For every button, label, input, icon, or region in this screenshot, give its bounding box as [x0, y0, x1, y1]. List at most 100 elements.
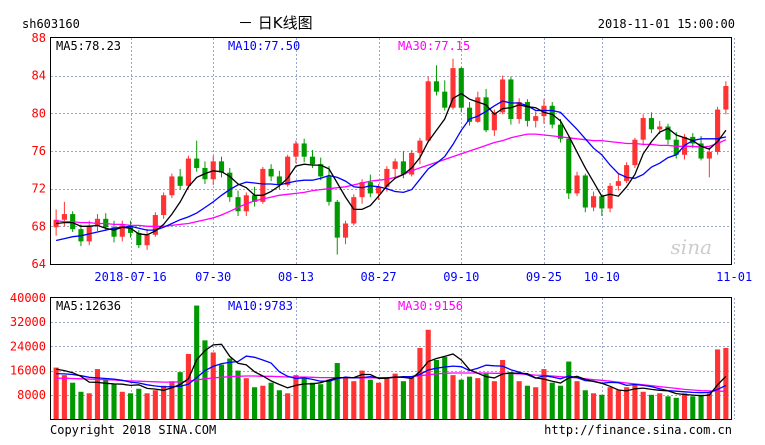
candle-body	[194, 158, 200, 168]
candle-body	[61, 214, 67, 220]
volume-bar	[194, 305, 200, 419]
volume-bar	[359, 370, 365, 419]
candle-body	[442, 91, 448, 108]
volume-bar	[227, 358, 233, 419]
volume-bar	[169, 381, 175, 419]
volume-panel-frame	[50, 297, 732, 420]
candle-body	[400, 161, 406, 175]
candle-body	[508, 79, 514, 119]
volume-bar	[400, 381, 406, 419]
candle-body	[591, 196, 597, 208]
candle-body	[524, 102, 530, 121]
volume-bar	[127, 393, 134, 419]
volume-bar	[516, 381, 522, 419]
x-tick-label: 07-30	[195, 270, 231, 284]
candle-body	[500, 79, 506, 113]
candle-body	[491, 112, 497, 131]
volume-bar	[409, 376, 415, 419]
volume-bar	[541, 369, 547, 419]
volume-bar	[392, 373, 398, 419]
candle-body	[557, 124, 564, 139]
volume-bar	[624, 387, 630, 419]
volume-ma30-legend: MA30:9156	[398, 299, 463, 313]
volume-bar	[466, 376, 473, 419]
volume-bar	[607, 387, 613, 419]
volume-bar	[367, 379, 373, 419]
volume-y-tick-label: 24000	[10, 339, 46, 353]
candle-body	[723, 86, 729, 110]
candle-body	[367, 182, 373, 194]
candle-body	[177, 176, 183, 186]
volume-bar	[698, 394, 704, 419]
volume-bar	[161, 385, 167, 419]
volume-bar	[533, 387, 539, 419]
x-tick-label: 2018-07-16	[94, 270, 166, 284]
x-tick-label: 09-25	[526, 270, 562, 284]
volume-bar	[293, 375, 299, 419]
price-y-tick-label: 72	[32, 182, 46, 196]
candle-body	[161, 195, 167, 216]
volume-bar	[508, 372, 514, 419]
volume-bar	[136, 388, 142, 419]
volume-ma10-line	[56, 355, 727, 394]
candle-body	[706, 151, 712, 159]
candle-body	[715, 109, 721, 152]
candle-body	[301, 143, 307, 157]
volume-bar	[61, 375, 67, 419]
volume-bar	[103, 379, 109, 419]
volume-bar	[599, 394, 605, 419]
source-url[interactable]: http://finance.sina.com.cn	[544, 423, 732, 437]
candle-body	[384, 168, 390, 187]
candle-body	[351, 197, 357, 224]
volume-bar	[450, 375, 456, 419]
volume-bar	[491, 381, 497, 419]
candle-body	[252, 195, 258, 202]
volume-bar	[475, 378, 481, 419]
volume-bar	[285, 393, 291, 419]
volume-bar	[615, 390, 621, 419]
volume-bar	[706, 393, 712, 419]
volume-bar	[566, 361, 572, 419]
candle-body	[475, 97, 481, 122]
volume-bar	[417, 347, 423, 419]
candle-body	[632, 139, 638, 166]
volume-bar	[177, 372, 183, 419]
price-ma10-legend: MA10:77.50	[228, 39, 300, 53]
volume-y-tick-label: 32000	[10, 315, 46, 329]
x-tick-label: 11-01	[716, 270, 752, 284]
candle-body	[466, 107, 473, 122]
volume-bar	[268, 382, 274, 419]
volume-bar	[70, 382, 76, 419]
volume-bar	[318, 384, 324, 419]
price-panel: 88 84 80 76 72 68 64 2018-07-16 07-30 08-13 08-27…	[32, 31, 753, 284]
price-y-tick-label: 88	[32, 31, 46, 45]
candle-body	[673, 139, 679, 155]
candle-body	[599, 196, 605, 209]
price-y-tick-label: 68	[32, 219, 46, 233]
x-tick-label: 09-10	[443, 270, 479, 284]
volume-bar	[309, 382, 316, 419]
volume-bar	[94, 369, 101, 419]
volume-bar	[252, 387, 258, 419]
volume-bar	[152, 390, 158, 419]
candle-body	[425, 81, 431, 141]
volume-bar	[557, 385, 564, 419]
candle-body	[235, 197, 241, 212]
candle-body	[657, 126, 663, 130]
candle-body	[94, 218, 101, 226]
volume-bar	[681, 393, 688, 419]
candle-body	[624, 165, 630, 182]
candle-body	[640, 118, 646, 140]
candle-body	[376, 186, 382, 194]
volume-bar	[433, 360, 440, 419]
volume-bar	[301, 378, 307, 419]
candle-body	[119, 225, 125, 237]
volume-bar	[500, 360, 506, 419]
candle-body	[169, 176, 175, 196]
price-y-tick-label: 76	[32, 144, 46, 158]
volume-bar	[549, 382, 555, 419]
volume-bar	[442, 356, 448, 419]
volume-bar	[202, 340, 208, 419]
stock-symbol: sh603160	[22, 17, 80, 31]
